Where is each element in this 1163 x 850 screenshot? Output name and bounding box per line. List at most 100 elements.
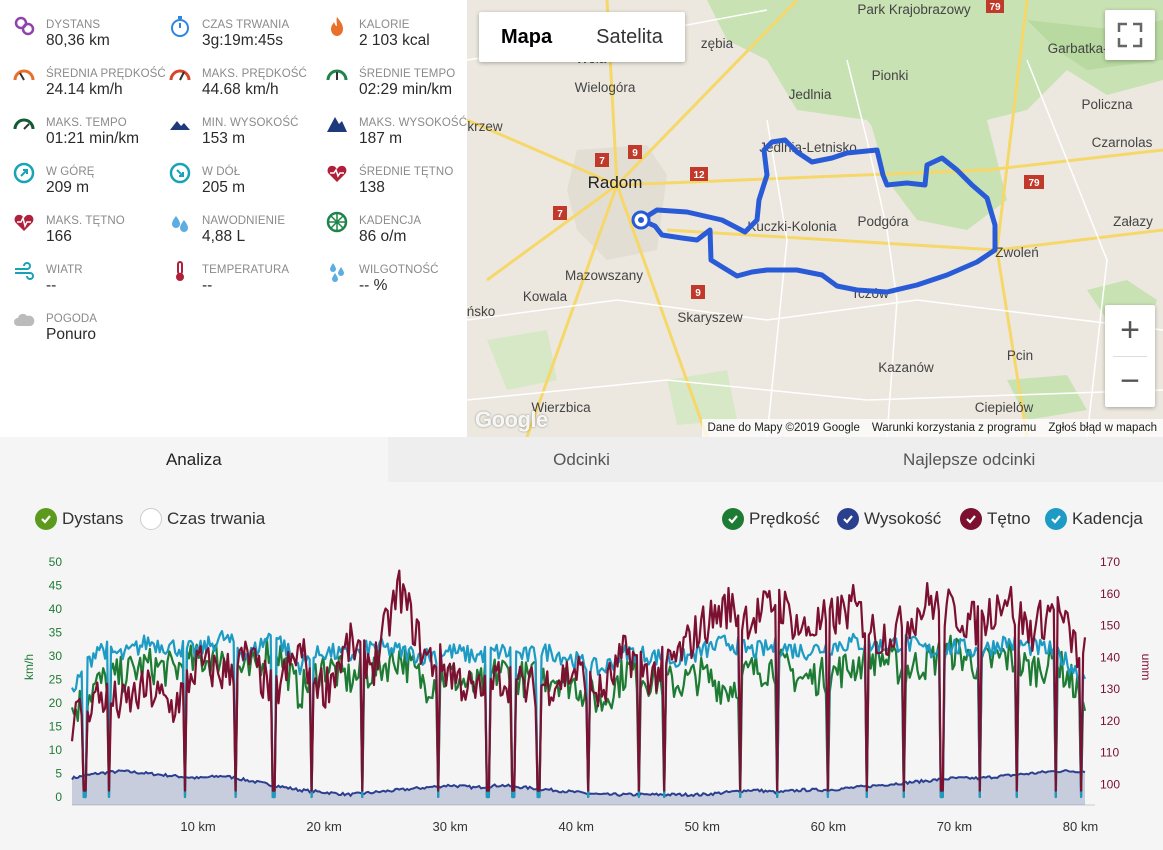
stat-label: MAKS. WYSOKOŚĆ	[359, 117, 468, 129]
svg-text:12: 12	[693, 170, 705, 181]
stat-value: 86 o/m	[359, 228, 407, 245]
series-toggle-tetno[interactable]: Tętno	[960, 508, 1030, 530]
series-toggle-predkosc[interactable]: Prędkość	[722, 508, 820, 530]
tab-najlepsze-odcinki[interactable]: Najlepsze odcinki	[903, 450, 1036, 469]
tab-analiza[interactable]: Analiza	[0, 437, 388, 482]
heart-max-icon	[14, 214, 34, 231]
x-mode-toggle-dystans[interactable]: Dystans	[35, 508, 123, 530]
stat-label: DYSTANS	[46, 19, 101, 31]
thermometer-icon	[176, 261, 184, 281]
zoom-out-button[interactable]: −	[1120, 362, 1140, 400]
fullscreen-icon	[1117, 22, 1143, 48]
stat-label: ŚREDNIA PRĘDKOŚĆ	[46, 68, 166, 80]
stat-label: MIN. WYSOKOŚĆ	[202, 117, 299, 129]
y-left-tick-label: 40	[49, 602, 63, 616]
y-right-axis-title: umm	[1139, 654, 1153, 681]
svg-text:Mazowszany: Mazowszany	[565, 268, 643, 283]
distance-pin-icon	[14, 16, 35, 36]
stat-flame: KALORIE 2 103 kcal	[313, 6, 473, 50]
svg-text:krzew: krzew	[467, 119, 503, 134]
series-wysokosc-area	[72, 770, 1085, 805]
svg-text:Zwoleń: Zwoleń	[995, 245, 1039, 260]
stat-thermometer: TEMPERATURA --	[156, 251, 316, 295]
svg-text:79: 79	[989, 2, 1001, 13]
x-tick-label: 70 km	[937, 819, 972, 834]
tab-odcinki[interactable]: Odcinki	[553, 450, 610, 469]
report-error-link[interactable]: Zgłoś błąd w mapach	[1048, 422, 1157, 434]
route-track[interactable]	[638, 137, 998, 295]
stat-value: 187 m	[359, 130, 403, 147]
stat-label: WILGOTNOŚĆ	[359, 264, 439, 276]
pace-gauge-icon	[326, 69, 348, 81]
map-canvas[interactable]: 79 7 9 12 7 79 9 Park Krajobrazowy Garba…	[467, 0, 1163, 437]
svg-text:Skaryszew: Skaryszew	[677, 310, 743, 325]
y-left-tick-label: 15	[49, 720, 63, 734]
speedometer-icon	[13, 69, 35, 81]
stat-label: TEMPERATURA	[202, 264, 290, 276]
svg-text:Radom: Radom	[588, 173, 643, 192]
y-right-tick-label: 120	[1100, 714, 1120, 728]
stat-value: 209 m	[46, 179, 90, 196]
fullscreen-button[interactable]	[1105, 10, 1155, 60]
x-tick-label: 10 km	[180, 819, 215, 834]
y-right-tick-label: 130	[1100, 682, 1120, 696]
route-map[interactable]: 79 7 9 12 7 79 9 Park Krajobrazowy Garba…	[467, 0, 1163, 437]
series-wysokosc-line	[71, 769, 1086, 798]
x-tick-label: 50 km	[685, 819, 720, 834]
stat-heart-max: MAKS. TĘTNO 166	[0, 202, 160, 246]
map-type-satellite-button[interactable]: Satelita	[596, 26, 663, 48]
series-label: Wysokość	[864, 509, 942, 528]
y-left-tick-label: 5	[55, 767, 62, 781]
svg-text:Kowala: Kowala	[523, 289, 568, 304]
y-right-tick-label: 170	[1100, 555, 1120, 569]
svg-text:Jedlnia-Letnisko: Jedlnia-Letnisko	[759, 140, 857, 155]
series-toggle-kadencja[interactable]: Kadencja	[1045, 508, 1143, 530]
wind-icon	[15, 262, 34, 280]
roads	[467, 0, 1163, 437]
stat-value: 01:21 min/km	[46, 130, 140, 147]
map-type-map-button[interactable]: Mapa	[501, 26, 553, 48]
analysis-chart-area: Dystans Czas trwania Prędkość Wysokość Tętn…	[0, 482, 1163, 850]
zoom-controls: + −	[1105, 305, 1155, 407]
y-right-tick-label: 110	[1100, 746, 1119, 760]
stat-ascent-compass: W GÓRĘ 209 m	[0, 153, 160, 197]
cadence-wheel-icon	[326, 211, 348, 233]
stat-value: --	[202, 277, 213, 294]
stat-label: CZAS TRWANIA	[202, 19, 290, 31]
stat-label: KALORIE	[359, 19, 410, 31]
x-mode-toggle-czas-trwania[interactable]: Czas trwania	[140, 508, 265, 530]
cloud-icon	[14, 313, 35, 326]
series-predkosc-line	[70, 634, 1087, 799]
y-left-tick-label: 50	[49, 555, 63, 569]
series-toggle-wysokosc[interactable]: Wysokość	[837, 508, 941, 530]
svg-text:Czarnolas: Czarnolas	[1092, 135, 1153, 150]
x-tick-label: 20 km	[306, 819, 341, 834]
stat-mountain-high: MAKS. WYSOKOŚĆ 187 m	[313, 104, 473, 148]
water-drops-icon	[172, 216, 188, 232]
x-tick-label: 60 km	[811, 819, 846, 834]
stat-cloud: POGODA Ponuro	[0, 300, 160, 344]
series-label: Tętno	[987, 509, 1031, 528]
stat-value: 4,88 L	[202, 228, 246, 245]
terms-link[interactable]: Warunki korzystania z programu	[871, 422, 1037, 434]
stat-descent-compass: W DÓŁ 205 m	[156, 153, 316, 197]
zoom-divider	[1113, 356, 1147, 357]
svg-text:Podgóra: Podgóra	[857, 214, 909, 229]
stat-value: --	[46, 277, 57, 294]
svg-text:9: 9	[695, 288, 701, 299]
zoom-in-button[interactable]: +	[1120, 311, 1140, 349]
stat-label: ŚREDNIE TEMPO	[359, 68, 456, 80]
google-logo[interactable]: Google	[475, 407, 548, 432]
y-left-tick-label: 45	[49, 579, 63, 593]
pace-gauge-max-icon	[13, 118, 35, 130]
descent-compass-icon	[169, 162, 191, 184]
svg-text:7: 7	[557, 209, 563, 220]
checked-icon	[35, 508, 57, 530]
svg-text:Pcin: Pcin	[1007, 348, 1033, 363]
stat-label: KADENCJA	[359, 215, 422, 227]
stat-value: 138	[359, 179, 385, 196]
stat-value: 80,36 km	[46, 32, 110, 49]
analysis-chart[interactable]: 0 5 10 15 20 25 30 35 40 45 50 100 110 120 130 140 150 16…	[0, 482, 1163, 850]
route-start-dot	[638, 217, 644, 223]
